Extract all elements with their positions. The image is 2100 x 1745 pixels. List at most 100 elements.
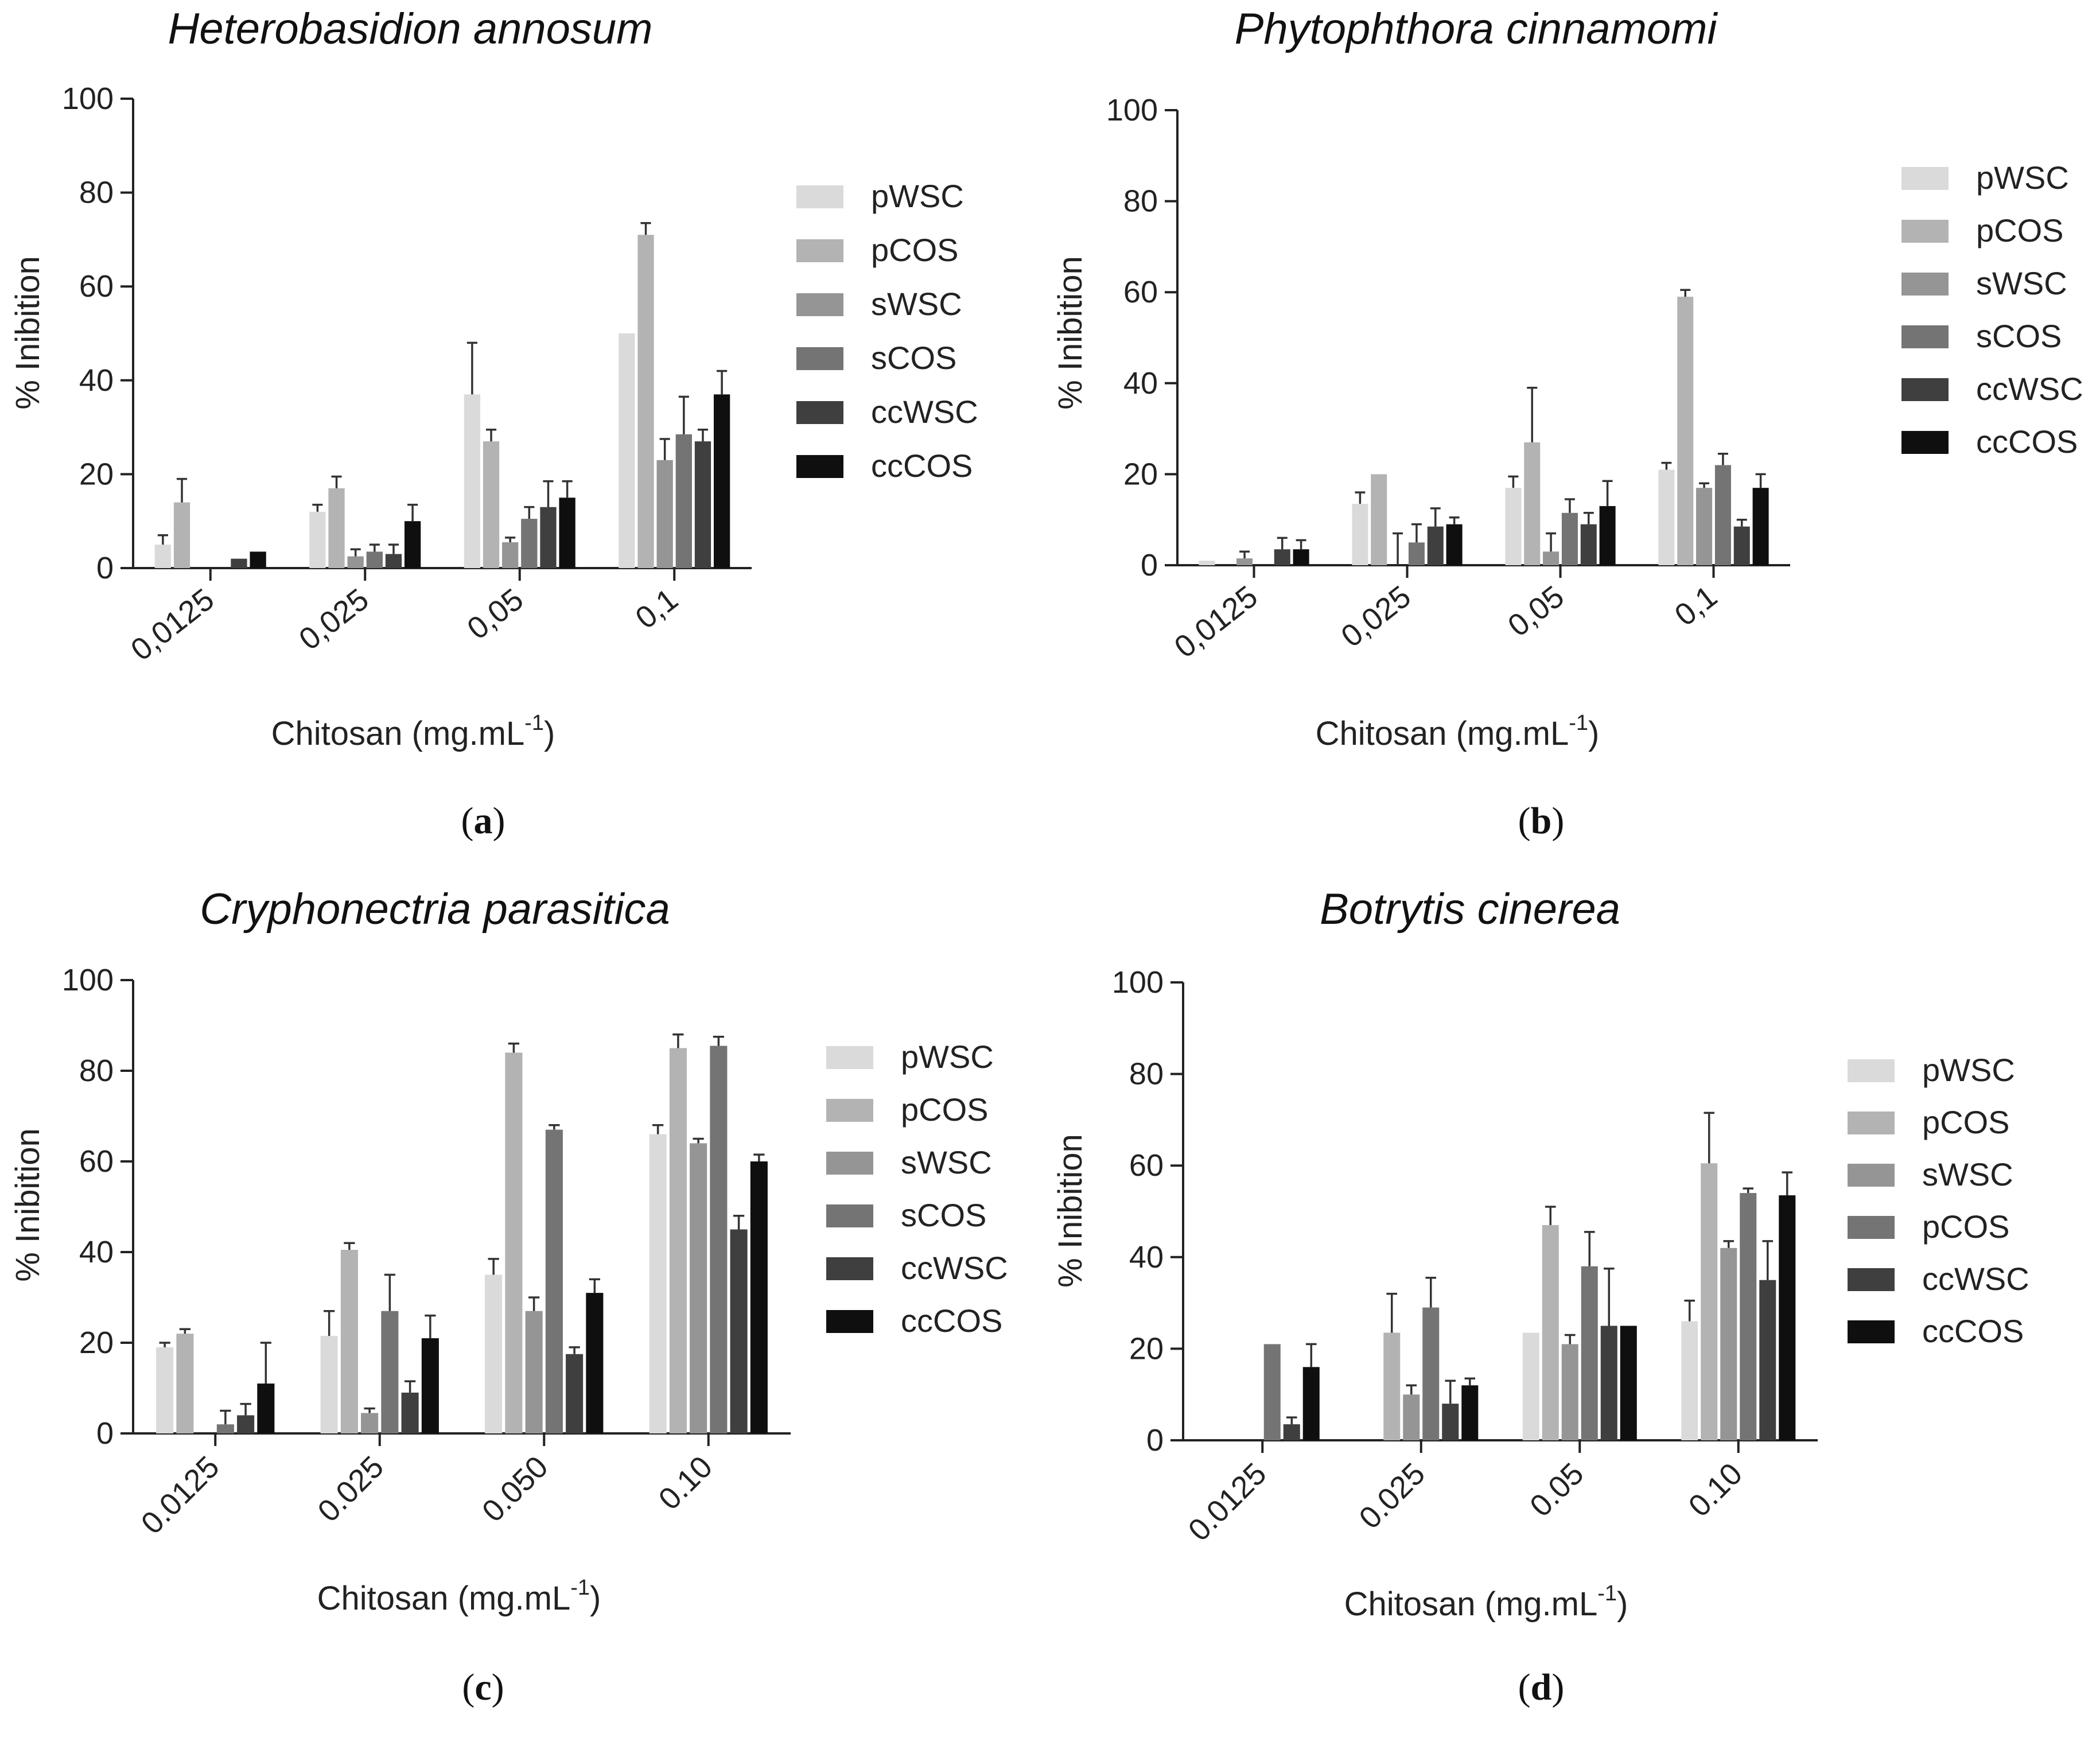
legend-swatch [1901,167,1949,190]
bar [401,1392,419,1433]
x-axis-label-main: Chitosan (mg.mL [271,715,525,752]
x-tick-label: 0.0125 [135,1449,226,1541]
bar [1403,1394,1420,1440]
bar [675,434,692,568]
y-tick-label: 0 [96,551,114,585]
bar [649,1134,667,1433]
legend-label: pCOS [1922,1208,2010,1245]
legend-swatch [1901,325,1949,348]
legend-swatch [796,185,843,208]
legend-label: sCOS [1976,318,2062,354]
panel-label: (d) [1518,1666,1565,1708]
x-tick-label: 0,1 [1669,579,1724,633]
bar [421,1338,439,1433]
legend-swatch [1848,1164,1895,1187]
y-axis-label: % Inibition [9,1128,46,1282]
y-tick-label: 80 [1129,1057,1164,1091]
bar [525,1311,543,1433]
y-tick-label: 0 [1146,1423,1164,1458]
bar [1236,558,1253,565]
bar [1302,1367,1320,1440]
panel-label-open: ( [1518,800,1531,842]
x-axis-label-superscript: -1 [1569,711,1588,735]
x-axis-label: Chitosan (mg.mL-1) [271,711,555,752]
bar [231,558,247,568]
panel-label: (a) [461,800,505,842]
bar [619,333,635,568]
x-tick-label: 0.025 [1352,1456,1432,1536]
bar [1442,1404,1459,1440]
bar [637,235,654,569]
legend-label: pCOS [871,232,959,268]
bar [713,394,730,568]
bar [1274,549,1290,565]
x-tick-label: 0.10 [652,1449,719,1517]
y-tick-label: 40 [79,1235,114,1269]
bar [1561,1344,1578,1440]
bar [1505,488,1522,565]
legend-label: ccWSC [901,1250,1008,1286]
bar [1759,1280,1776,1440]
panel-label-open: ( [1518,1666,1531,1708]
legend-label: sWSC [901,1144,992,1180]
bar [1714,465,1731,565]
x-tick-label: 0,0125 [125,582,220,667]
bar [250,551,266,568]
chart-title: Botrytis cinerea [1320,885,1620,934]
bar [1599,506,1616,565]
bar [1600,1326,1617,1440]
bar [1542,1225,1559,1440]
bar [521,519,538,568]
y-tick-label: 60 [1123,275,1158,309]
bar [309,511,326,568]
bar [381,1311,399,1433]
chart-title: Cryphonectria parasitica [200,885,670,934]
x-tick-label: 0.050 [476,1449,555,1529]
bar [1543,551,1560,565]
y-tick-label: 100 [62,81,114,116]
legend-swatch [826,1310,873,1333]
x-tick-label: 0,05 [1502,579,1570,643]
legend-label: sWSC [1922,1156,2013,1192]
legend-label: pWSC [1976,160,2069,196]
x-axis-label-superscript: -1 [1597,1581,1617,1606]
legend-swatch [1901,431,1949,454]
y-tick-label: 80 [79,1054,114,1088]
legend-swatch [826,1152,873,1175]
y-tick-label: 80 [1123,184,1158,219]
bar [361,1413,379,1433]
bar [1740,1193,1757,1440]
legend-swatch [1901,273,1949,296]
bar [540,507,557,568]
x-axis-label-superscript: -1 [524,711,544,735]
y-tick-label: 0 [96,1416,114,1451]
bar [1427,526,1444,565]
bar [156,1347,174,1433]
bar [1461,1385,1479,1440]
legend-swatch [796,455,843,478]
bar [690,1143,707,1433]
panel-label-letter: d [1531,1666,1552,1708]
bar [1293,549,1309,565]
x-tick-label: 0,05 [461,582,530,646]
bar [257,1383,275,1433]
bar [505,1052,523,1433]
legend-swatch [1848,1059,1895,1082]
legend-swatch [1848,1320,1895,1343]
bar [404,521,421,568]
legend-label: pWSC [1922,1052,2015,1088]
bar [1446,524,1463,565]
bar [1580,524,1597,565]
panel-label-open: ( [461,800,474,842]
legend-swatch [1848,1216,1895,1239]
panel-label-close: ) [492,1666,504,1708]
legend-label: sWSC [871,286,962,322]
bar [483,441,500,568]
chart-panel-0: Heterobasidion annosum 0 20 40 60 80 100 % Inib… [9,5,978,842]
bar [502,542,519,568]
y-tick-label: 20 [79,1326,114,1360]
panel-label-letter: c [475,1666,491,1708]
y-axis-label: % Inibition [1052,256,1089,410]
bar [1677,297,1694,565]
bar [485,1274,503,1433]
